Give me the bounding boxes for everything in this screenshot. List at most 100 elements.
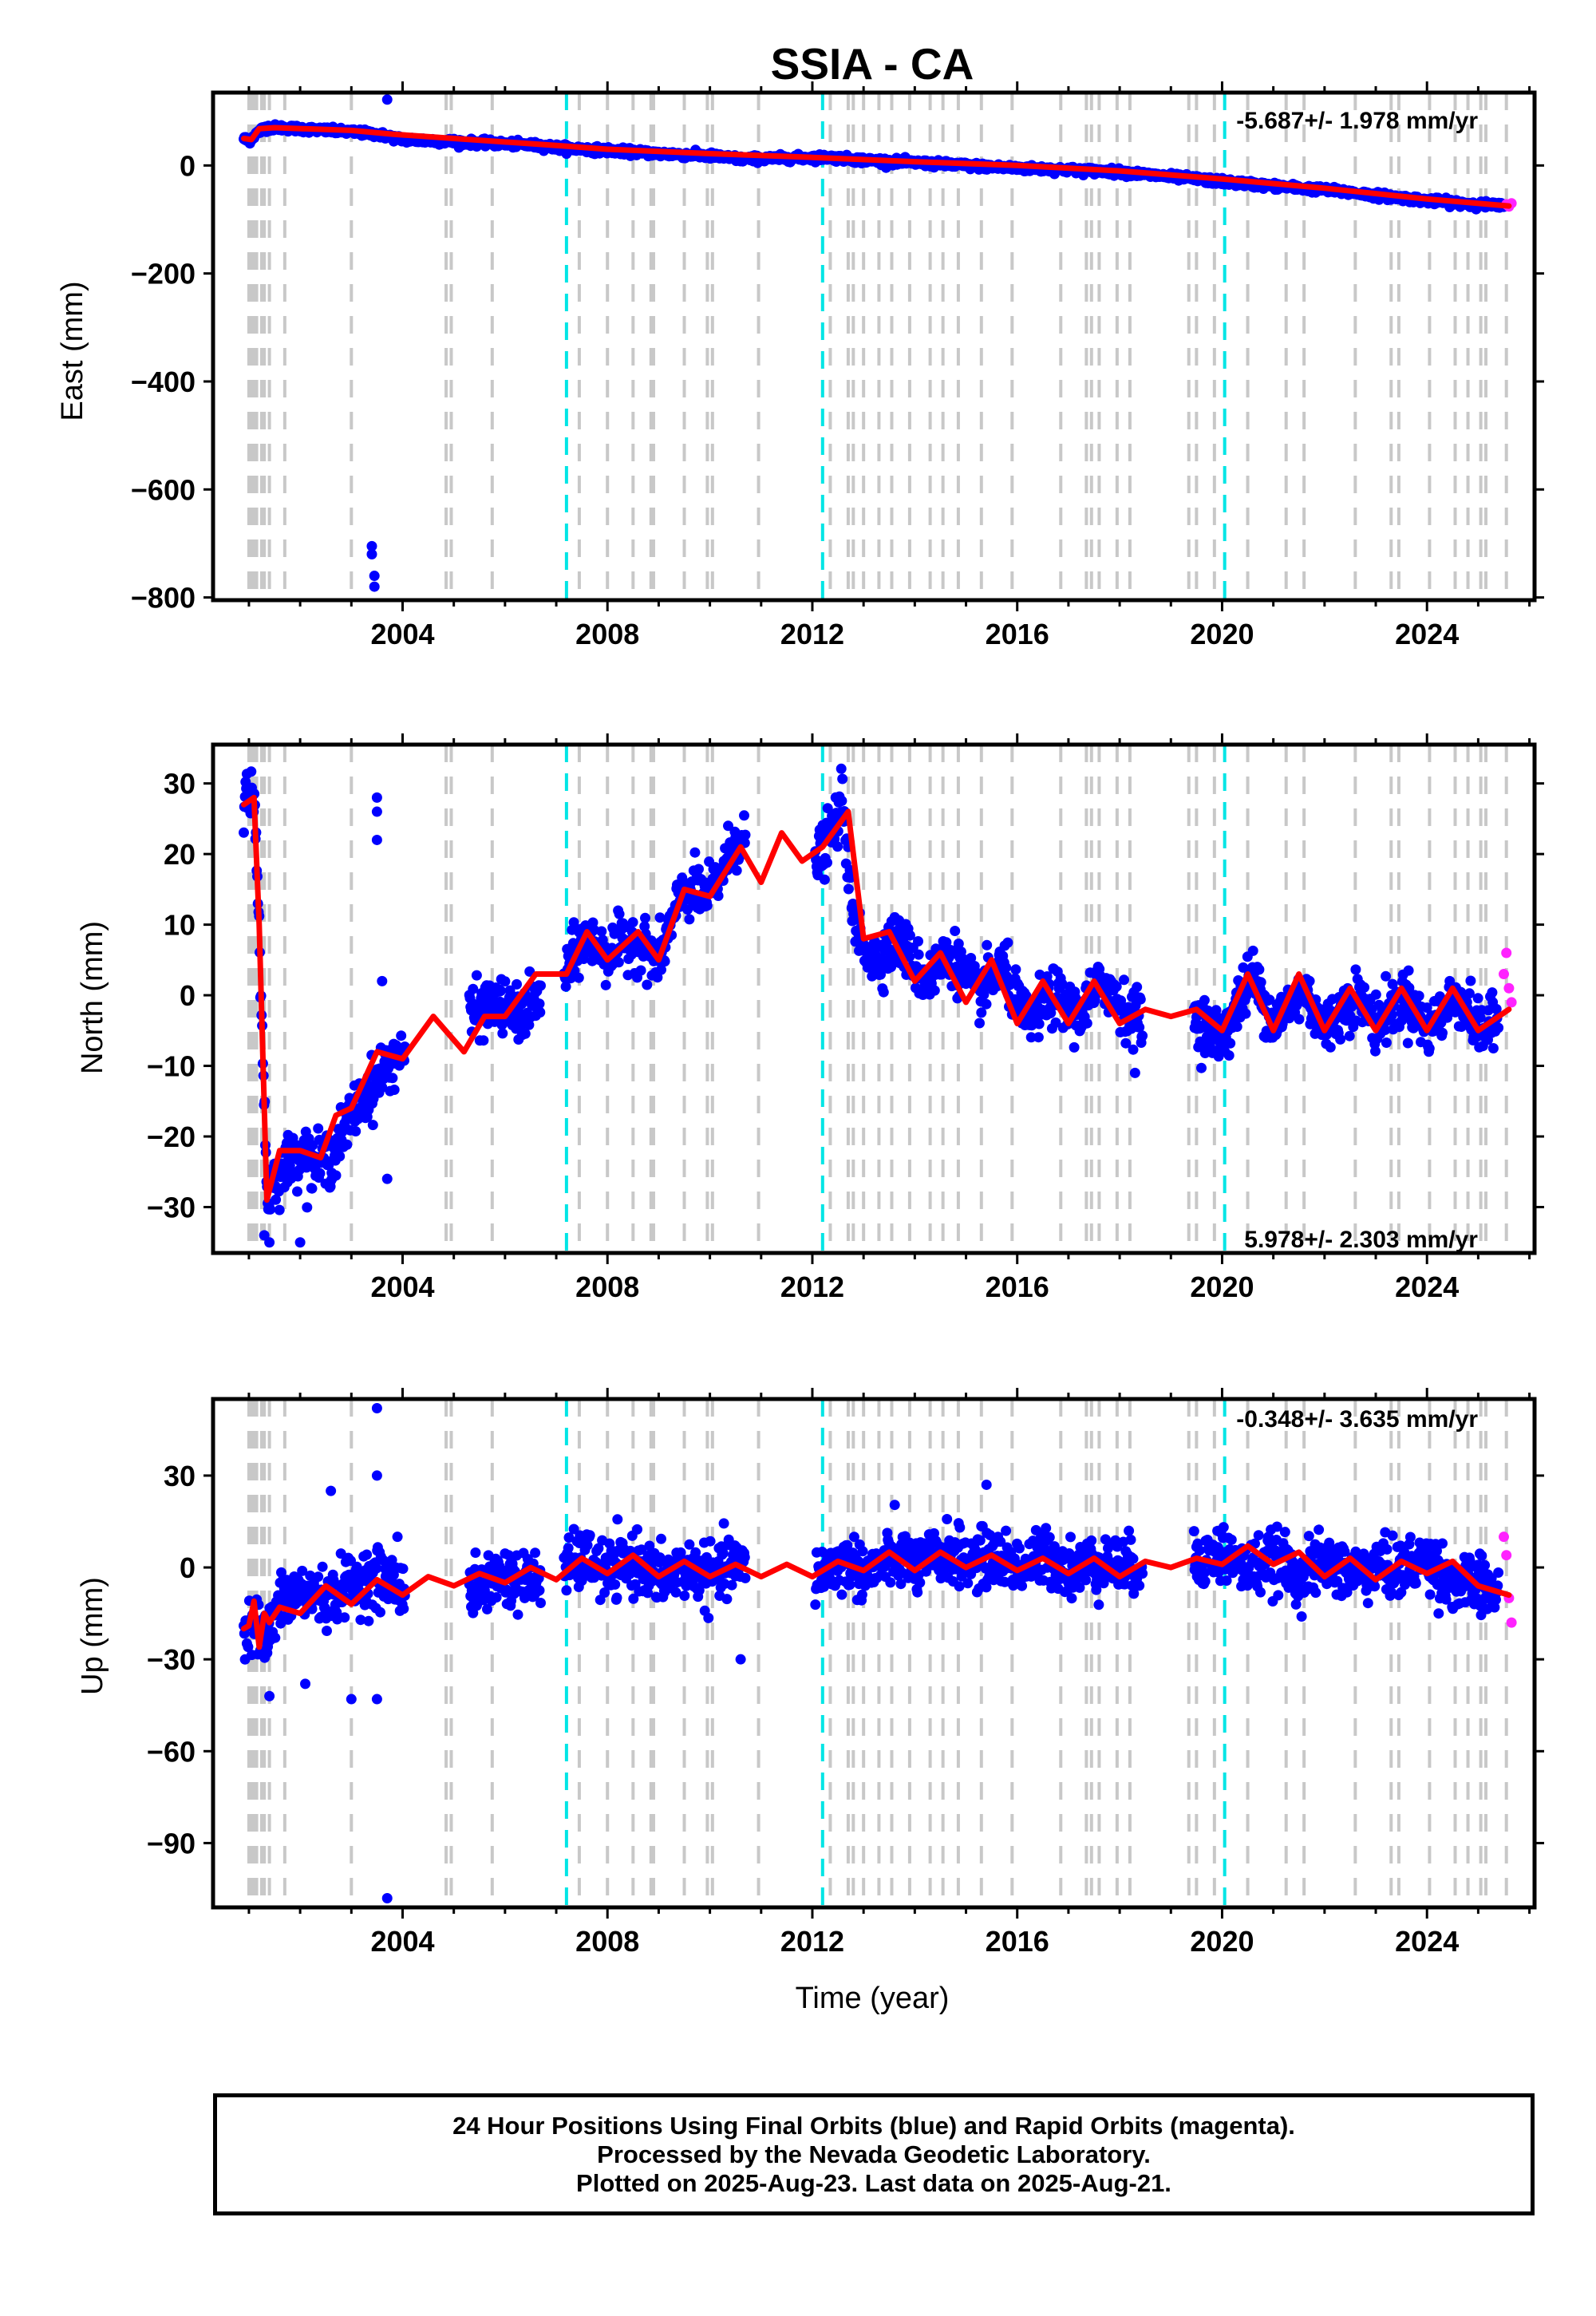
north-daily-point — [693, 864, 704, 875]
up-daily-point — [398, 1603, 409, 1614]
north-daily-point — [535, 980, 546, 991]
north-daily-point — [1491, 1003, 1502, 1014]
north-daily-point — [656, 964, 666, 975]
north-daily-point — [334, 1151, 346, 1162]
north-daily-point — [701, 900, 713, 911]
up-daily-point — [243, 1642, 254, 1653]
north-daily-point — [1294, 1014, 1305, 1025]
north-daily-point — [1025, 1032, 1037, 1043]
up-daily-point — [386, 1555, 397, 1566]
north-daily-point — [731, 865, 742, 876]
north-daily-point — [1132, 982, 1143, 993]
north-daily-point — [635, 965, 646, 976]
north-y-tick-label: 10 — [164, 909, 196, 942]
north-daily-point — [560, 981, 571, 992]
north-daily-point — [1120, 1037, 1132, 1049]
north-daily-point — [950, 926, 961, 936]
north-outlier-point — [371, 792, 382, 803]
north-y-tick-label: 20 — [164, 838, 196, 871]
up-daily-point — [599, 1587, 610, 1598]
north-daily-point — [1010, 964, 1021, 975]
north-daily-point — [1045, 1007, 1057, 1018]
north-x-tick-label: 2004 — [370, 1271, 434, 1303]
north-daily-point — [1231, 1022, 1242, 1032]
north-daily-point — [396, 1030, 407, 1041]
up-daily-point — [582, 1539, 593, 1551]
north-daily-point — [519, 1028, 531, 1039]
north-daily-point — [389, 1085, 400, 1095]
north-rapid-point — [1503, 982, 1515, 994]
up-daily-point — [351, 1561, 362, 1572]
up-daily-point — [844, 1579, 855, 1591]
up-daily-point — [848, 1531, 859, 1543]
north-daily-point — [832, 841, 843, 852]
east-outlier-point — [366, 540, 377, 551]
north-daily-point — [913, 949, 924, 960]
north-daily-point — [1483, 1005, 1494, 1016]
east-frame — [211, 90, 1537, 603]
up-daily-point — [856, 1589, 867, 1600]
north-daily-point — [1325, 1041, 1336, 1053]
up-daily-point — [470, 1547, 481, 1558]
figure-title: SSIA - CA — [771, 39, 974, 89]
up-daily-point — [740, 1572, 751, 1583]
north-daily-point — [627, 917, 638, 928]
north-outlier-point — [1129, 1067, 1140, 1078]
north-daily-point — [1050, 1017, 1061, 1028]
north-daily-point — [1380, 1025, 1391, 1035]
east-rate-label: -5.687+/- 1.978 mm/yr — [1236, 108, 1478, 134]
up-daily-point — [628, 1593, 639, 1604]
north-daily-point — [843, 883, 854, 895]
north-daily-point — [966, 953, 977, 963]
north-frame — [211, 742, 1537, 1255]
north-daily-point — [659, 956, 670, 967]
east-y-tick-label: 0 — [180, 149, 196, 182]
north-model-fit-line — [241, 794, 1512, 1203]
north-daily-point — [1128, 1044, 1139, 1055]
north-daily-point — [478, 1035, 489, 1046]
up-daily-point — [397, 1563, 409, 1575]
north-daily-point — [822, 857, 832, 868]
north-daily-point — [1254, 964, 1265, 975]
up-daily-point — [593, 1543, 604, 1554]
north-daily-point — [265, 1203, 276, 1215]
north-daily-point — [1359, 982, 1370, 993]
north-daily-point — [534, 998, 545, 1010]
north-x-tick-label: 2008 — [575, 1271, 639, 1303]
north-daily-point — [535, 1007, 546, 1018]
north-rapid-point — [1506, 997, 1517, 1008]
up-daily-point — [297, 1565, 308, 1576]
north-daily-point — [239, 827, 249, 838]
north-daily-point — [974, 1018, 985, 1029]
up-plot-area — [239, 1399, 1517, 1907]
up-daily-point — [568, 1524, 579, 1535]
north-daily-point — [1421, 1002, 1432, 1014]
north-daily-point — [1247, 945, 1258, 956]
north-daily-point — [271, 1194, 282, 1205]
up-daily-point — [563, 1532, 575, 1543]
up-daily-point — [842, 1539, 853, 1551]
north-daily-point — [836, 796, 847, 806]
up-daily-point — [717, 1547, 729, 1559]
up-daily-point — [636, 1544, 647, 1555]
north-daily-point — [314, 1168, 326, 1179]
north-daily-point — [723, 820, 733, 832]
up-daily-point — [726, 1579, 737, 1591]
north-daily-point — [1381, 970, 1392, 982]
up-daily-point — [703, 1612, 714, 1623]
north-daily-point — [1119, 974, 1129, 986]
up-daily-point — [491, 1592, 502, 1603]
north-y-tick-label: 0 — [180, 979, 196, 1012]
north-daily-point — [819, 874, 830, 885]
east-outlier-point — [369, 581, 380, 592]
north-rapid-point — [1498, 969, 1509, 980]
north-daily-point — [377, 1082, 388, 1093]
east-y-tick-label: −400 — [131, 366, 196, 398]
north-daily-point — [497, 1028, 508, 1039]
up-daily-point — [270, 1632, 281, 1643]
north-daily-point — [306, 1183, 318, 1194]
north-y-tick-label: −30 — [147, 1191, 196, 1223]
up-daily-point — [912, 1587, 923, 1598]
north-daily-point — [524, 966, 535, 977]
